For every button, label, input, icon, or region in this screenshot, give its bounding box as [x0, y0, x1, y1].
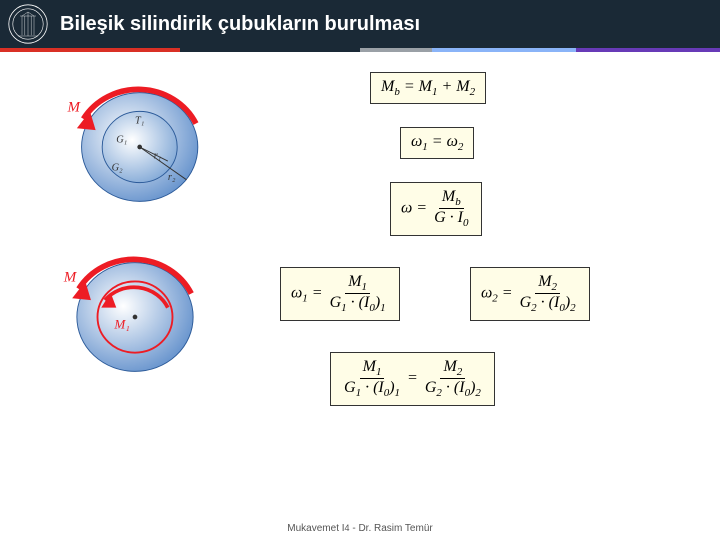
formula-omega-1: ω1 = M1 G1 · (I0)1 — [280, 267, 400, 321]
svg-text:M₁: M₁ — [113, 316, 129, 331]
formula-total-moment: Mb = M1 + M2 — [370, 72, 486, 104]
slide-footer: Mukavemet I4 - Dr. Rasim Temür — [0, 523, 720, 534]
composite-cylinder-diagram-2: M M₁ — [60, 242, 210, 392]
svg-text:M: M — [67, 99, 82, 115]
svg-text:G₁: G₁ — [116, 134, 127, 145]
slide-content: M T₁ G₁ G₂ r₁ r₂ M M₁ Mb = M1 + — [0, 52, 720, 522]
university-logo: · — [8, 4, 48, 44]
footer-author: Dr. Rasim Temür — [358, 523, 432, 534]
formula-angle-equality: ω1 = ω2 — [400, 127, 474, 159]
slide-title: Bileşik silindirik çubukların burulması — [60, 13, 420, 36]
formula-omega: ω = Mb G · I0 — [390, 182, 482, 236]
svg-text:M: M — [63, 269, 78, 285]
formula-omega-2: ω2 = M2 G2 · (I0)2 — [470, 267, 590, 321]
slide-header: · Bileşik silindirik çubukların burulmas… — [0, 0, 720, 48]
svg-text:T₁: T₁ — [135, 116, 144, 127]
svg-text:G₂: G₂ — [112, 162, 123, 173]
footer-course: Mukavemet I — [287, 523, 344, 534]
composite-cylinder-diagram-1: M T₁ G₁ G₂ r₁ r₂ — [60, 72, 210, 222]
formula-compatibility: M1 G1 · (I0)1 = M2 G2 · (I0)2 — [330, 352, 495, 406]
svg-text:r₂: r₂ — [168, 172, 176, 183]
